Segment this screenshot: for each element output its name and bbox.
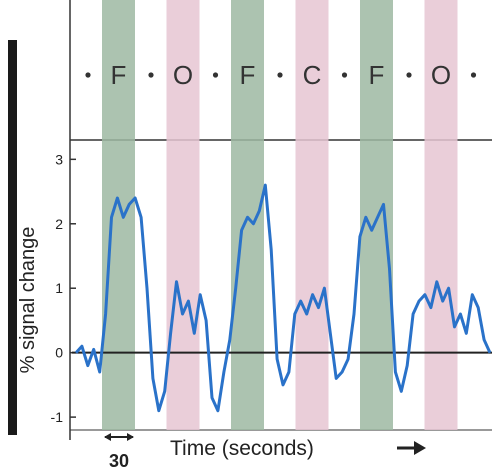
condition-blocks <box>102 0 458 430</box>
condition-block <box>424 0 458 430</box>
separator-dot <box>470 72 477 78</box>
condition-label: O <box>173 60 193 90</box>
x-axis-arrow-icon <box>397 441 426 455</box>
separator-dot <box>212 72 219 78</box>
left-edge-bar <box>8 40 17 435</box>
y-axis-title: % signal change <box>17 227 39 374</box>
separator-dot <box>341 72 348 78</box>
time-scale-marker: 30 <box>104 433 134 471</box>
separator-dot <box>148 72 154 78</box>
y-tick-label: 3 <box>55 151 63 167</box>
condition-label: O <box>431 60 451 90</box>
condition-block <box>102 0 135 430</box>
time-scale-arrow-right <box>127 433 134 441</box>
y-tick-label: 2 <box>55 216 63 232</box>
signal-series <box>74 183 492 413</box>
condition-label: C <box>303 60 322 90</box>
signal-line <box>74 183 492 413</box>
time-scale-label: 30 <box>109 451 129 471</box>
separator-dot <box>406 72 412 78</box>
time-scale-arrow-left <box>104 433 111 441</box>
x-axis-title: Time (seconds) <box>170 437 314 460</box>
condition-label: F <box>369 60 385 90</box>
y-tick-label: 1 <box>55 280 63 296</box>
condition-label: F <box>111 60 127 90</box>
condition-block <box>295 0 329 430</box>
condition-block <box>360 0 393 430</box>
condition-block <box>166 0 200 430</box>
y-tick-label: -1 <box>51 409 64 425</box>
y-tick-label: 0 <box>55 345 63 361</box>
y-axis: -1 0 1 2 3 <box>51 151 492 425</box>
condition-label: F <box>240 60 256 90</box>
separator-dot <box>277 72 283 78</box>
separator-dot <box>85 72 91 78</box>
